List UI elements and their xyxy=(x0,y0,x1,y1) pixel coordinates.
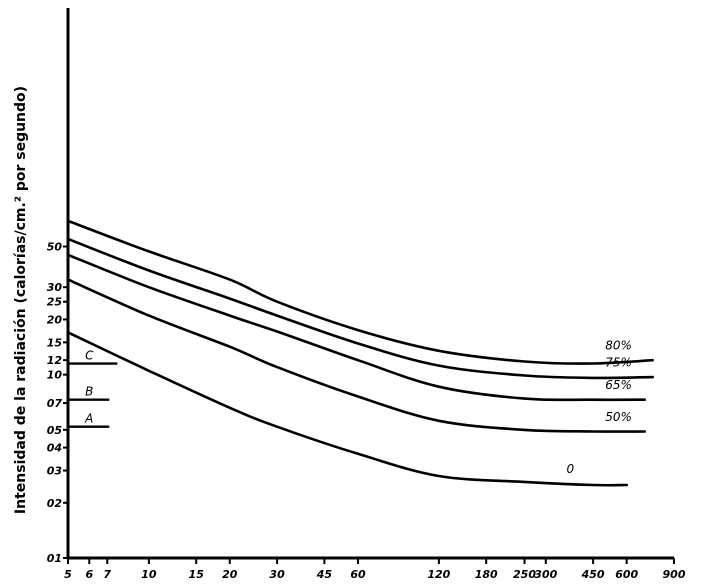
y-tick-label: 12 xyxy=(47,354,63,367)
x-tick-label: 45 xyxy=(316,568,333,581)
y-tick-label: 05 xyxy=(47,424,63,437)
series-line xyxy=(66,253,646,402)
x-tick-label: 5 xyxy=(64,568,72,581)
x-tick-label: 900 xyxy=(663,568,686,581)
y-tick-label: 15 xyxy=(47,336,63,349)
reference-label-a: A xyxy=(84,412,93,426)
y-tick-label: 04 xyxy=(47,442,62,455)
reference-label-c: C xyxy=(85,349,94,363)
x-tick-label: 180 xyxy=(475,568,498,581)
reference-label-b: B xyxy=(85,385,93,399)
y-tick-label: 07 xyxy=(47,397,63,410)
x-tick-label: 6 xyxy=(85,568,93,581)
curves: 80% 75% 65% 50% 0 xyxy=(66,219,654,487)
x-tick-label: 250 xyxy=(513,568,536,581)
series-line xyxy=(66,278,646,433)
x-tick-label: 20 xyxy=(222,568,238,581)
x-tick-label: 10 xyxy=(141,568,157,581)
y-tick-label: 30 xyxy=(47,281,63,294)
x-tick-label: 600 xyxy=(615,568,638,581)
y-axis-label: Intensidad de la radiación (calorías/cm.… xyxy=(13,86,29,514)
y-tick-label: 01 xyxy=(47,552,62,565)
y-tick-label: 02 xyxy=(47,497,63,510)
x-tick-label: 30 xyxy=(269,568,285,581)
y-tick-label: 03 xyxy=(47,465,63,478)
series-label: 80% xyxy=(605,339,632,353)
series-label: 75% xyxy=(605,355,632,369)
y-tick-label: 25 xyxy=(47,296,63,309)
series-line xyxy=(66,219,654,365)
series-label: 65% xyxy=(605,378,632,392)
x-tick-label: 450 xyxy=(581,568,605,581)
series-line xyxy=(66,331,628,487)
x-tick-label: 15 xyxy=(189,568,205,581)
series-label: 0 xyxy=(566,462,574,476)
x-tick-label: 300 xyxy=(534,568,557,581)
series-line xyxy=(66,237,654,380)
x-tick-label: 7 xyxy=(103,568,111,581)
reference-lines: AB C xyxy=(68,349,118,428)
y-tick-label: 10 xyxy=(47,369,63,382)
y-tick-label: 50 xyxy=(47,241,63,254)
x-tick-label: 60 xyxy=(350,568,366,581)
x-tick-label: 120 xyxy=(427,568,450,581)
series-label: 50% xyxy=(605,410,632,424)
axes xyxy=(66,8,674,560)
y-tick-label: 20 xyxy=(47,313,63,326)
y-axis-ticks: 01 02 03 04 05 07 10 12 15 20 25 30 50 xyxy=(47,241,68,565)
